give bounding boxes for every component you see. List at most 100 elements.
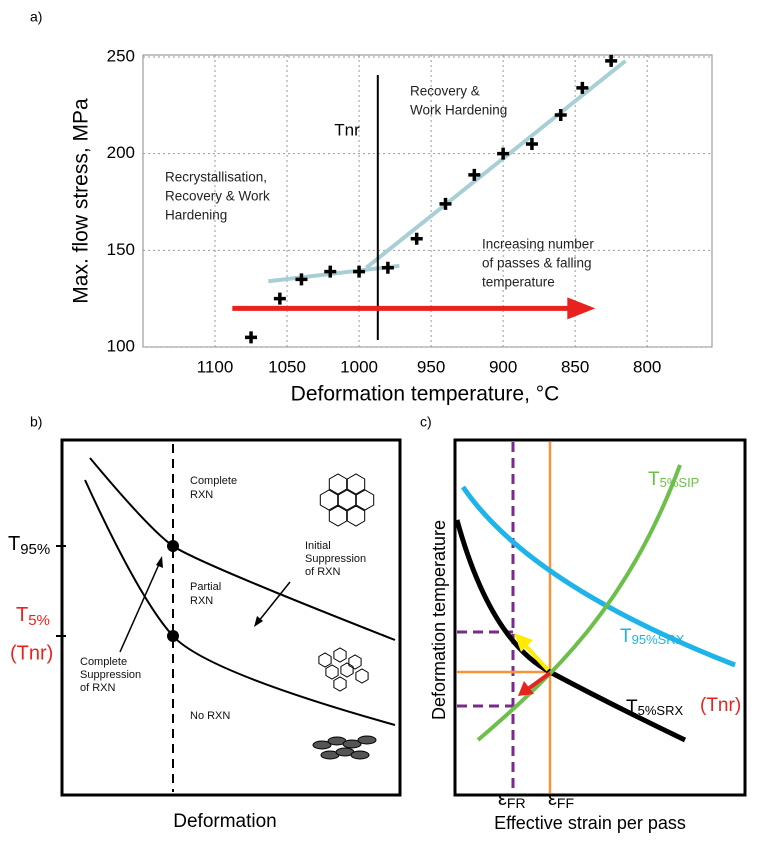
- annotation: Recovery & Work: [165, 189, 270, 204]
- callout-label: of RXN: [305, 566, 341, 578]
- annotation: Hardening: [165, 208, 227, 223]
- panel-frame: [453, 438, 747, 797]
- point: [439, 197, 452, 210]
- point: [525, 138, 538, 150]
- subscript: 5%SRX: [638, 703, 684, 718]
- point: [576, 81, 589, 94]
- point: [410, 232, 423, 245]
- grain-icon: [348, 654, 362, 670]
- curve: [460, 485, 736, 668]
- subscript: FF: [557, 795, 574, 811]
- grain-icon: [337, 489, 357, 511]
- arrow: [526, 671, 552, 691]
- plot-frame: [142, 54, 713, 348]
- level-label: T95%: [8, 533, 50, 558]
- subscript: FR: [507, 795, 526, 811]
- x-axis-label: Deformation: [173, 811, 277, 832]
- callout-label: Suppression: [305, 553, 366, 565]
- dot: [167, 630, 179, 642]
- x-tick-label: 950: [417, 357, 445, 376]
- x-tick-label: 1100: [197, 357, 234, 376]
- curve: [476, 464, 682, 742]
- arrow: [522, 642, 550, 672]
- panel-label: c): [420, 414, 432, 430]
- grain-icon: [357, 735, 377, 745]
- symbol: T: [626, 697, 638, 718]
- arrow-head: [518, 681, 534, 696]
- annotation: of passes & falling: [482, 256, 592, 271]
- region-label: Partial: [190, 581, 221, 593]
- curve-label: T5%SRX: [626, 697, 683, 718]
- symbol: T: [8, 533, 20, 555]
- symbol: T: [648, 469, 660, 490]
- y-axis-label: Deformation temperature: [429, 520, 449, 720]
- annotation: Recovery &: [410, 84, 480, 99]
- fit-line: [365, 59, 627, 270]
- panel-label: b): [30, 414, 42, 430]
- point: [497, 147, 510, 160]
- grain-icon: [325, 664, 339, 680]
- region-label: No RXN: [190, 710, 230, 722]
- grain-icon: [312, 740, 332, 750]
- annotation: temperature: [482, 275, 555, 290]
- subscript: 5%SIP: [660, 475, 700, 490]
- x-axis-label: Deformation temperature, °C: [291, 383, 560, 406]
- y-axis-label: Max. flow stress, MPa: [70, 98, 93, 304]
- grain-icon: [333, 647, 347, 663]
- x-tick-label: 1050: [268, 357, 306, 376]
- curve-label: T5%SIP: [648, 469, 699, 490]
- grain-icon: [319, 489, 339, 511]
- callout-label: of RXN: [80, 682, 116, 694]
- callout-label: Initial: [305, 540, 331, 552]
- point: [554, 109, 567, 121]
- x-axis-label: Effective strain per pass: [494, 813, 686, 833]
- point: [353, 265, 366, 278]
- x-tick-label: 850: [561, 357, 589, 376]
- panel-a: 100 150 200 250 1100 1050 1000 950 900 850 800 Tnr R…: [107, 46, 712, 376]
- grain-icon: [355, 489, 375, 511]
- subscript: 95%SRX: [632, 632, 685, 647]
- dot: [167, 540, 179, 552]
- point: [295, 273, 308, 286]
- point: [245, 331, 258, 344]
- grain-icon: [318, 652, 332, 668]
- tnr-label: Tnr: [334, 120, 360, 139]
- strain-label: εFF: [548, 788, 574, 810]
- region-label: Complete: [190, 475, 237, 487]
- grain-icon: [346, 473, 366, 495]
- grain-icon: [350, 750, 370, 760]
- y-tick-label: 150: [107, 240, 135, 259]
- symbol: ε: [548, 788, 557, 810]
- strain-label: εFR: [498, 788, 526, 810]
- grain-icon: [328, 473, 348, 495]
- x-tick-label: 1000: [340, 357, 378, 376]
- symbol: T: [16, 604, 28, 626]
- arrow-head: [514, 633, 533, 652]
- point: [273, 292, 286, 305]
- region-label: RXN: [190, 489, 213, 501]
- point: [324, 265, 337, 278]
- grain-icon: [346, 505, 366, 527]
- annotation: Work Hardening: [410, 103, 507, 118]
- subscript: 95%: [20, 541, 50, 558]
- point: [468, 168, 481, 181]
- annotation: Recrystallisation,: [165, 170, 267, 185]
- grain-icon: [340, 662, 354, 678]
- grain-icon: [333, 676, 347, 692]
- y-tick-label: 100: [107, 336, 135, 355]
- panel-frame: [60, 438, 402, 797]
- curve: [84, 479, 396, 726]
- pointer: [119, 561, 161, 653]
- level-note: (Tnr): [10, 642, 53, 664]
- callout-label: Complete: [80, 656, 127, 668]
- point: [605, 54, 618, 67]
- level-label: T5%: [16, 604, 50, 629]
- y-tick-label: 200: [107, 143, 135, 162]
- callout-label: Suppression: [80, 669, 141, 681]
- point: [381, 261, 394, 274]
- pointer-head: [156, 556, 163, 568]
- grain-icon: [328, 505, 348, 527]
